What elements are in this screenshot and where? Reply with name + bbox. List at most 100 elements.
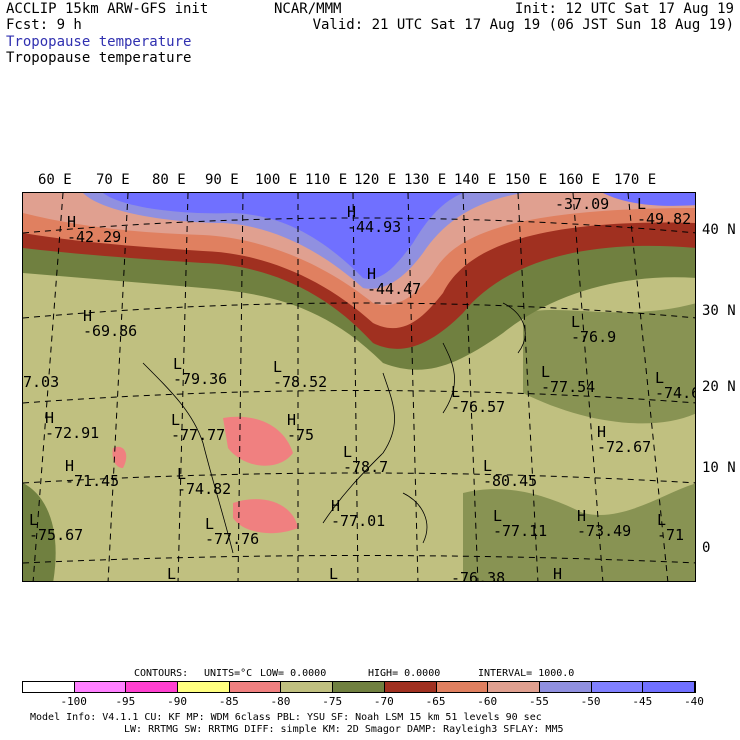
lon-label-110e: 110 E	[305, 172, 348, 188]
model-info-line1: Model Info: V4.1.1 CU: KF MP: WDM 6class…	[30, 712, 542, 723]
map-label-18: L -78.7	[343, 443, 389, 476]
map-label-11: L -74.6	[655, 369, 696, 402]
lon-label-100e: 100 E	[255, 172, 298, 188]
map-label-8: L -78.52	[273, 358, 328, 391]
colorbar-tick-label: -45	[632, 695, 653, 708]
map-label-14: H -72.91	[45, 409, 100, 442]
map-label-3: H -44.47	[367, 265, 422, 298]
patch-salmon-2	[233, 499, 298, 534]
map-marker-extra-1: L	[167, 565, 177, 582]
patch-dark-olive-west	[23, 483, 56, 581]
colorbar-tick-label: -50	[580, 695, 601, 708]
lon-label-150e: 150 E	[505, 172, 548, 188]
colorbar-swatch	[643, 682, 695, 692]
colorbar-swatch	[384, 682, 437, 692]
map-panel: H -42.29 H -44.93 H -44.47 -37.09 L -49.82 H…	[22, 192, 696, 582]
map-label-16: H -75	[287, 411, 315, 444]
map-label-12: 7.03	[23, 373, 60, 391]
colorbar-swatch	[436, 682, 489, 692]
lon-label-70e: 70 E	[96, 172, 130, 188]
colorbar-tick-label: -40	[684, 695, 704, 708]
map-label-7: L -79.36	[173, 355, 228, 388]
lon-label-160e: 160 E	[558, 172, 601, 188]
colorbar-tick-label: -85	[218, 695, 239, 708]
field-title-contour: Tropopause temperature	[6, 50, 192, 66]
map-label-13: L -76.57	[451, 383, 506, 416]
map-label-27: L -71	[657, 511, 685, 544]
map-label-17: H -72.67	[597, 423, 652, 456]
model-info-line2: LW: RRTMG SW: RRTMG DIFF: simple KM: 2D …	[124, 724, 564, 735]
colorbar-tick-label: -70	[373, 695, 394, 708]
map-label-19: H -71.45	[65, 457, 120, 490]
lon-label-80e: 80 E	[152, 172, 186, 188]
patch-salmon-1	[223, 416, 293, 466]
colorbar-swatch	[591, 682, 644, 692]
colorbar-swatch	[23, 682, 75, 692]
colorbar-tick-label: -55	[528, 695, 549, 708]
colorbar-tick-label: -90	[167, 695, 187, 708]
map-label-25: L -77.11	[493, 507, 548, 540]
contours-label: CONTOURS:	[134, 668, 189, 679]
colorbar-swatch	[229, 682, 282, 692]
colorbar-swatch	[281, 682, 334, 692]
lon-label-120e: 120 E	[354, 172, 397, 188]
field-title-shaded: Tropopause temperature	[6, 34, 192, 50]
lat-label-40n: 40 N	[702, 222, 736, 238]
map-marker-extra-3: H	[553, 565, 563, 582]
colorbar-tick-label: -75	[322, 695, 343, 708]
map-label-28: -76.38	[451, 569, 506, 582]
map-label-15: L -77.77	[171, 411, 226, 444]
map-label-26: H -73.49	[577, 507, 632, 540]
colorbar-swatch	[539, 682, 592, 692]
contours-low: LOW= 0.0000	[260, 668, 327, 679]
contours-interval: INTERVAL= 1000.0	[478, 668, 575, 679]
colorbar-swatch	[488, 682, 540, 692]
colorbar-tick-label: -95	[115, 695, 136, 708]
contours-high: HIGH= 0.0000	[368, 668, 441, 679]
lon-label-60e: 60 E	[38, 172, 72, 188]
map-label-6: H -69.86	[83, 307, 138, 340]
map-label-22: H -77.01	[331, 497, 386, 530]
header-init-time: Init: 12 UTC Sat 17 Aug 19	[514, 1, 734, 17]
patch-dark-olive-south	[463, 483, 695, 581]
patch-dark-olive-east	[523, 303, 695, 424]
lat-label-20n: 20 N	[702, 379, 736, 395]
colorbar-swatch	[74, 682, 127, 692]
colorbar	[22, 681, 696, 693]
lon-label-130e: 130 E	[404, 172, 447, 188]
colorbar-swatch	[126, 682, 179, 692]
patch-salmon-3	[112, 446, 127, 468]
map-label-2: H -44.93	[347, 203, 402, 236]
lat-label-0: 0	[702, 540, 711, 556]
map-label-21: L -74.82	[177, 465, 232, 498]
header-run-title: ACCLIP 15km ARW-GFS init	[6, 1, 209, 17]
colorbar-tick-label: -100	[60, 695, 87, 708]
lat-label-30n: 30 N	[702, 303, 736, 319]
coastlines	[142, 302, 526, 554]
tropopause-temperature-map	[23, 193, 695, 581]
header-valid-time: Valid: 21 UTC Sat 17 Aug 19 (06 JST Sun …	[312, 17, 734, 33]
map-label-5: L -49.82	[637, 195, 692, 228]
lat-label-10n: 10 N	[702, 460, 736, 476]
colorbar-tick-label: -65	[425, 695, 446, 708]
colorbar-swatch	[333, 682, 385, 692]
map-label-23: L -75.67	[29, 511, 84, 544]
header-forecast-hour: Fcst: 9 h	[6, 17, 82, 33]
band-blue-east	[603, 193, 695, 206]
map-marker-extra-2: L	[329, 565, 339, 582]
contours-units: UNITS=°C	[204, 668, 253, 679]
colorbar-tick-label: -80	[270, 695, 291, 708]
lon-label-90e: 90 E	[205, 172, 239, 188]
colorbar-tick-label: -60	[477, 695, 498, 708]
map-label-20: L -80.45	[483, 457, 538, 490]
map-label-4: -37.09	[555, 195, 610, 213]
map-label-24: L -77.76	[205, 515, 260, 548]
lon-label-170e: 170 E	[614, 172, 657, 188]
map-label-9: L -76.9	[571, 313, 617, 346]
lon-label-140e: 140 E	[454, 172, 497, 188]
header-center: NCAR/MMM	[274, 1, 342, 17]
map-label-1: H -42.29	[67, 213, 122, 246]
graticule	[23, 193, 695, 581]
colorbar-swatch	[178, 682, 230, 692]
band-blue	[103, 193, 463, 279]
